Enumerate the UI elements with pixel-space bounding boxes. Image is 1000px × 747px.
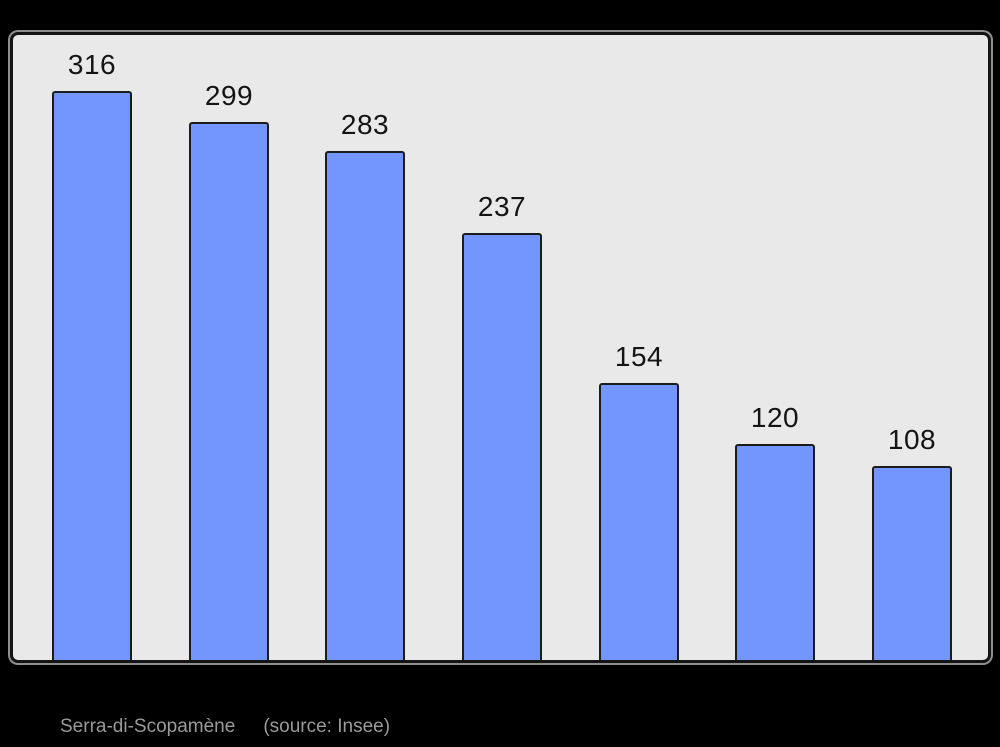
- chart-frame: 316 299 283 237 154 120 108: [10, 32, 991, 663]
- bar: [872, 466, 952, 660]
- bar: [325, 151, 405, 660]
- plot-area: 316 299 283 237 154 120 108: [13, 35, 988, 660]
- bar-value-label: 108: [887, 424, 937, 455]
- caption-source: (source: Insee): [263, 716, 391, 737]
- chart-caption: Serra-di-Scopamène (source: Insee): [60, 716, 390, 739]
- bar: [599, 383, 679, 660]
- bar: [52, 91, 132, 660]
- bar-value-label: 120: [750, 402, 800, 433]
- bar-value-label: 283: [340, 109, 390, 140]
- bar-value-label: 316: [67, 49, 117, 80]
- bar-value-label: 154: [614, 341, 664, 372]
- bar: [735, 444, 815, 660]
- bar-value-label: 237: [477, 191, 527, 222]
- bar: [189, 122, 269, 660]
- bar: [462, 233, 542, 660]
- caption-title: Serra-di-Scopamène: [60, 716, 236, 737]
- bar-value-label: 299: [204, 80, 254, 111]
